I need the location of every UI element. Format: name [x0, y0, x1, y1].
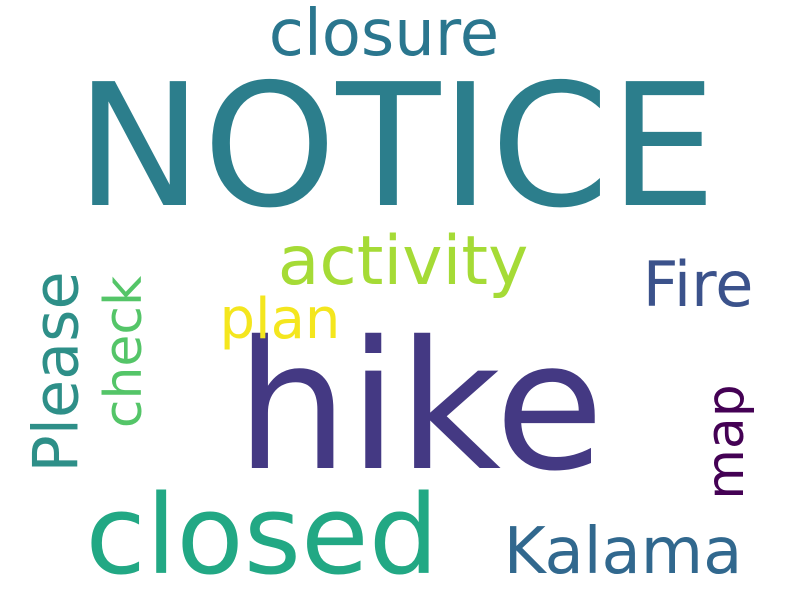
word-check: check — [94, 275, 155, 429]
word-map: map — [695, 384, 756, 500]
word-fire: Fire — [642, 248, 754, 321]
word-plan: plan — [219, 287, 341, 352]
word-kalama: Kalama — [503, 515, 743, 589]
word-closure: closure — [268, 0, 500, 71]
word-hike: hike — [235, 303, 605, 510]
word-please: Please — [20, 271, 94, 473]
word-closed: closed — [85, 471, 439, 599]
word-notice: NOTICE — [75, 48, 717, 246]
word-activity: activity — [277, 222, 529, 301]
